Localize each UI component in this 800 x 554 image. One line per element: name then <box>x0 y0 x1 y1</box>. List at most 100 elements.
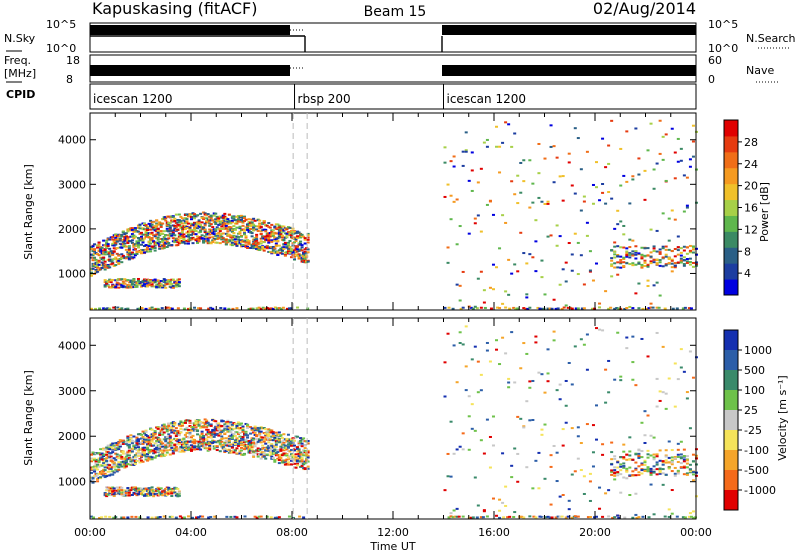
data-cell <box>206 442 210 445</box>
data-cell <box>108 470 112 473</box>
data-cell <box>253 431 257 434</box>
data-cell <box>685 462 689 465</box>
data-cell <box>282 452 286 455</box>
data-cell <box>120 465 124 468</box>
data-cell <box>227 448 231 451</box>
data-cell <box>144 232 148 235</box>
data-cell <box>156 238 160 241</box>
data-cell <box>235 244 239 247</box>
data-cell <box>168 285 172 288</box>
data-cell <box>115 259 119 262</box>
data-cell <box>159 455 163 458</box>
data-cell <box>235 437 239 440</box>
data-cell <box>230 241 234 244</box>
data-cell <box>622 261 626 264</box>
data-cell <box>306 260 310 263</box>
data-cell <box>120 493 124 496</box>
data-cell <box>165 240 169 243</box>
data-cell <box>123 461 127 464</box>
data-cell <box>174 494 178 497</box>
data-cell <box>112 487 116 490</box>
data-cell <box>282 449 286 452</box>
data-cell <box>165 493 169 496</box>
data-cell <box>206 231 210 234</box>
data-cell <box>306 449 310 452</box>
data-cell <box>649 483 653 486</box>
data-cell <box>652 187 656 190</box>
data-cell <box>625 250 629 253</box>
data-cell <box>209 216 213 219</box>
data-cell <box>179 438 183 441</box>
data-cell <box>451 307 455 310</box>
data-cell <box>267 447 271 450</box>
data-cell <box>224 444 228 447</box>
data-cell <box>133 254 137 257</box>
data-cell <box>170 282 174 285</box>
data-cell <box>302 235 306 238</box>
data-cell <box>246 447 250 450</box>
data-cell <box>124 235 128 238</box>
data-cell <box>139 433 143 436</box>
data-cell <box>130 493 134 496</box>
data-cell <box>94 270 98 273</box>
data-cell <box>271 457 275 460</box>
data-cell <box>117 237 121 240</box>
data-cell <box>613 250 617 253</box>
data-cell <box>180 424 184 427</box>
data-cell <box>646 149 650 152</box>
data-cell <box>232 422 236 425</box>
data-cell <box>232 216 236 219</box>
data-cell <box>177 439 181 442</box>
data-cell <box>221 446 225 449</box>
data-cell <box>217 227 221 230</box>
data-cell <box>90 460 93 463</box>
data-cell <box>640 266 644 269</box>
data-cell <box>100 473 104 476</box>
data-cell <box>177 232 181 235</box>
data-cell <box>133 244 137 247</box>
data-cell <box>202 436 206 439</box>
data-cell <box>130 462 134 465</box>
data-cell <box>552 298 556 301</box>
data-cell <box>182 235 186 238</box>
data-cell <box>135 487 139 490</box>
data-cell <box>102 307 106 310</box>
data-cell <box>458 225 462 228</box>
data-cell <box>105 246 109 249</box>
data-cell <box>186 444 190 447</box>
data-cell <box>120 450 124 453</box>
data-cell <box>168 226 172 229</box>
data-cell <box>141 228 145 231</box>
data-cell <box>241 429 245 432</box>
data-cell <box>139 453 143 456</box>
data-cell <box>203 222 207 225</box>
data-cell <box>90 457 93 460</box>
data-cell <box>286 241 290 244</box>
data-cell <box>279 454 283 457</box>
data-cell <box>277 236 281 239</box>
data-cell <box>147 490 151 493</box>
data-cell <box>289 459 293 462</box>
data-cell <box>244 236 248 239</box>
data-cell <box>270 443 274 446</box>
data-cell <box>549 124 553 127</box>
data-cell <box>106 238 110 241</box>
data-cell <box>209 436 213 439</box>
data-cell <box>127 284 131 287</box>
data-cell <box>235 447 239 450</box>
data-cell <box>250 245 254 248</box>
data-cell <box>637 456 641 459</box>
data-cell <box>105 475 109 478</box>
data-cell <box>625 453 629 456</box>
data-cell <box>154 516 158 519</box>
data-cell <box>90 256 93 259</box>
data-cell <box>273 459 277 462</box>
data-cell <box>643 261 647 264</box>
data-cell <box>564 421 568 424</box>
data-cell <box>176 438 180 441</box>
data-cell <box>202 434 206 437</box>
data-cell <box>306 460 310 463</box>
data-cell <box>129 279 133 282</box>
data-cell <box>640 246 644 249</box>
data-cell <box>259 451 263 454</box>
